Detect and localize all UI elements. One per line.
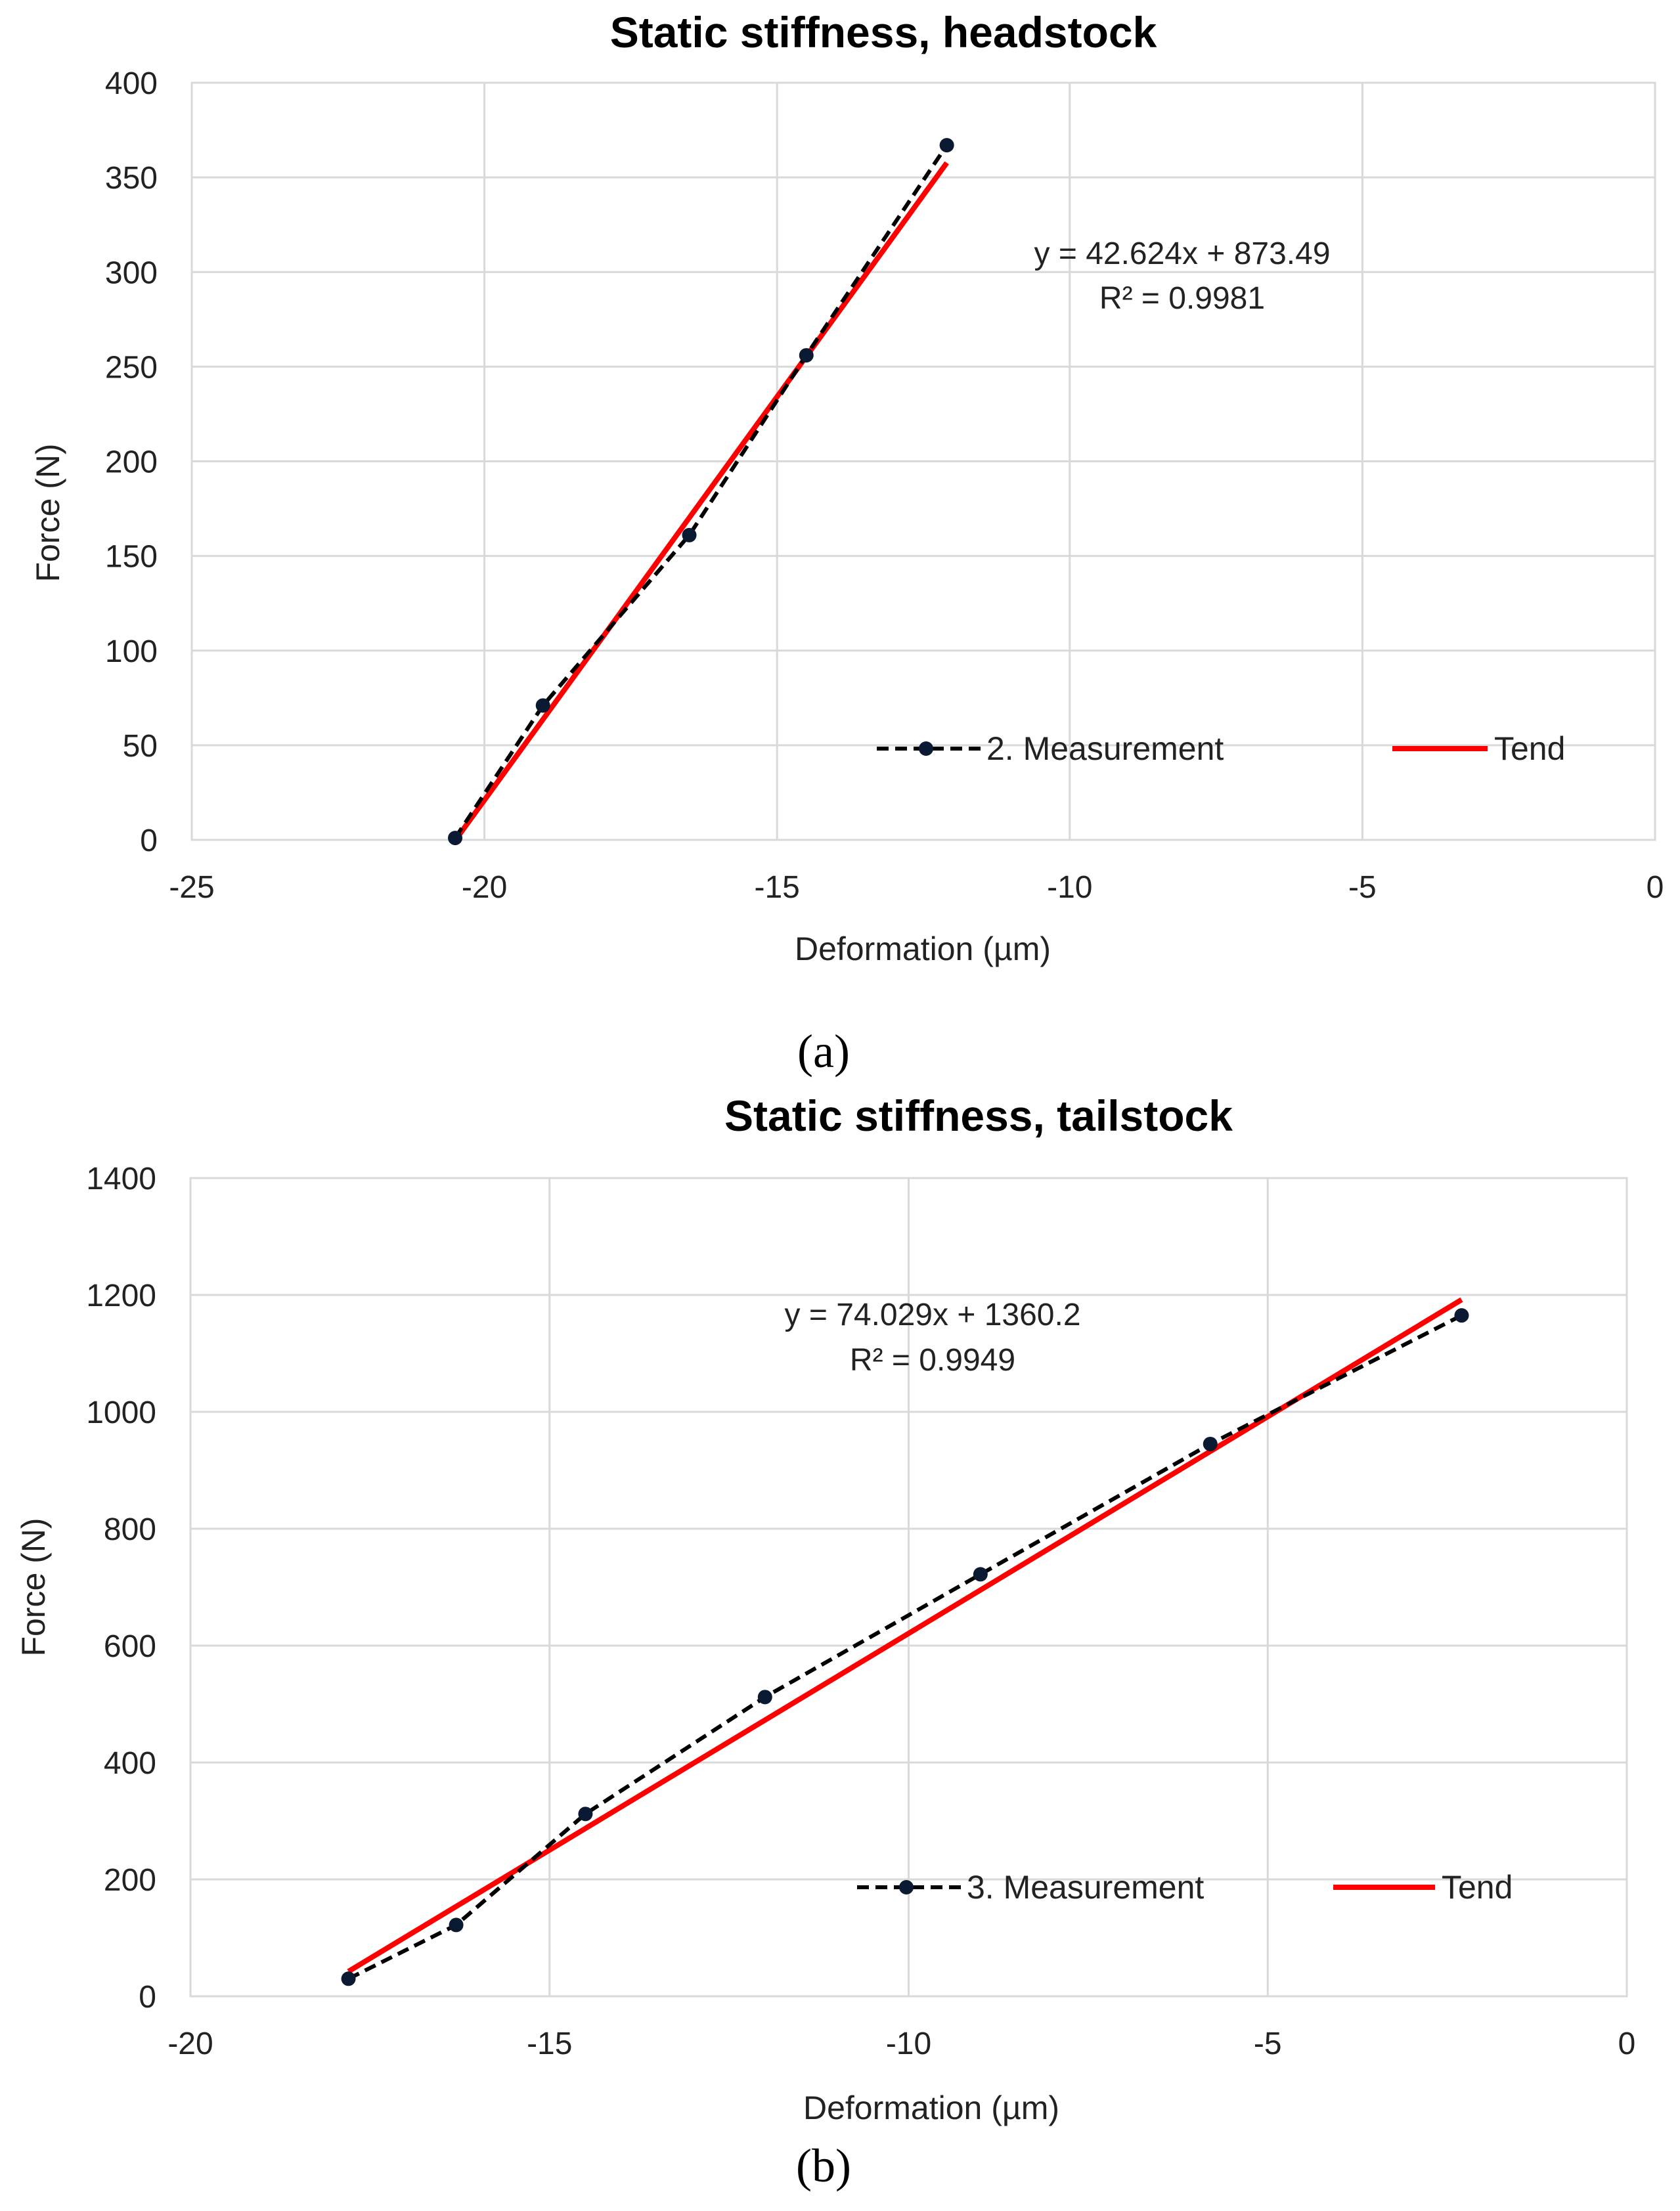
data-point [535,698,550,713]
trend-equation: y = 74.029x + 1360.2 [784,1298,1080,1332]
x-tick-label: -25 [169,870,214,905]
legend-trend-label: Tend [1494,730,1565,767]
panel-label-a: (a) [797,1025,850,1078]
measurement-series [448,138,954,846]
trend-series [453,161,949,843]
data-point [799,348,814,363]
y-tick-labels: 0 50 100 150 200 250 300 350 400 [105,66,158,858]
legend-measurement-label: 2. Measurement [986,730,1224,767]
data-point [757,1690,772,1705]
legend-measurement-label: 3. Measurement [967,1869,1204,1906]
x-tick-label: -5 [1348,870,1377,905]
data-point [973,1567,988,1582]
x-tick-label: -10 [1047,870,1092,905]
chart-headstock: Static stiffness, headstock -25 -20 -15 -10… [30,8,1664,1078]
data-point [939,138,954,153]
y-tick-label: 1200 [86,1279,156,1313]
y-axis-label: Force (N) [30,443,66,582]
x-tick-label: -10 [886,2026,931,2061]
trend-line [453,161,949,843]
data-point [1203,1436,1218,1451]
x-axis-label: Deformation (µm) [803,2090,1059,2126]
y-tick-label: 200 [105,445,158,480]
y-tick-label: 0 [139,1980,156,2015]
x-tick-label: -15 [527,2026,572,2061]
measurement-line [453,144,949,839]
plot-area [190,81,1656,841]
y-tick-label: 50 [123,729,158,764]
x-tick-label: 0 [1618,2026,1636,2061]
legend-measurement-marker [899,1880,914,1894]
data-point [449,1917,464,1933]
chart-title: Static stiffness, tailstock [724,1091,1233,1140]
y-tick-label: 1400 [86,1162,156,1196]
y-tick-label: 1000 [86,1395,156,1430]
y-tick-label: 150 [105,540,158,575]
data-point [1454,1308,1469,1323]
x-tick-label: -20 [167,2026,213,2061]
y-tick-label: 100 [105,634,158,669]
panel-label-b: (b) [796,2139,851,2192]
r-squared: R² = 0.9949 [850,1343,1015,1378]
y-tick-label: 400 [104,1746,156,1781]
legend-measurement-marker [919,741,933,756]
x-tick-label: -15 [755,870,800,905]
x-axis-label: Deformation (µm) [795,930,1051,967]
x-tick-label: -5 [1254,2026,1282,2061]
y-tick-label: 600 [104,1629,156,1664]
chart-title: Static stiffness, headstock [610,8,1157,56]
legend-trend-label: Tend [1442,1869,1513,1906]
x-tick-label: 0 [1647,870,1664,905]
measurement-series [341,1308,1469,1986]
data-point [448,831,463,846]
y-tick-label: 800 [104,1512,156,1547]
y-tick-label: 400 [105,66,158,101]
r-squared: R² = 0.9981 [1099,281,1265,316]
y-tick-label: 350 [105,161,158,196]
y-tick-label: 300 [105,255,158,290]
legend: 3. Measurement Tend [857,1869,1513,1906]
data-point [578,1806,593,1822]
y-tick-label: 0 [140,823,158,858]
data-point [341,1971,356,1986]
x-tick-labels: -25 -20 -15 -10 -5 0 [169,870,1664,905]
y-tick-label: 200 [104,1863,156,1898]
legend: 2. Measurement Tend [877,730,1565,767]
data-point [682,527,697,542]
plot-area [189,1177,1628,1998]
x-tick-label: -20 [462,870,507,905]
y-axis-label: Force (N) [15,1518,52,1656]
x-tick-labels: -20 -15 -10 -5 0 [167,2026,1635,2061]
y-tick-label: 250 [105,350,158,385]
trend-equation: y = 42.624x + 873.49 [1034,236,1330,271]
chart-tailstock: Static stiffness, tailstock -20 -15 -10 -5 0… [15,1091,1635,2192]
y-tick-labels: 0 200 400 600 800 1000 1200 1400 [86,1162,156,2015]
